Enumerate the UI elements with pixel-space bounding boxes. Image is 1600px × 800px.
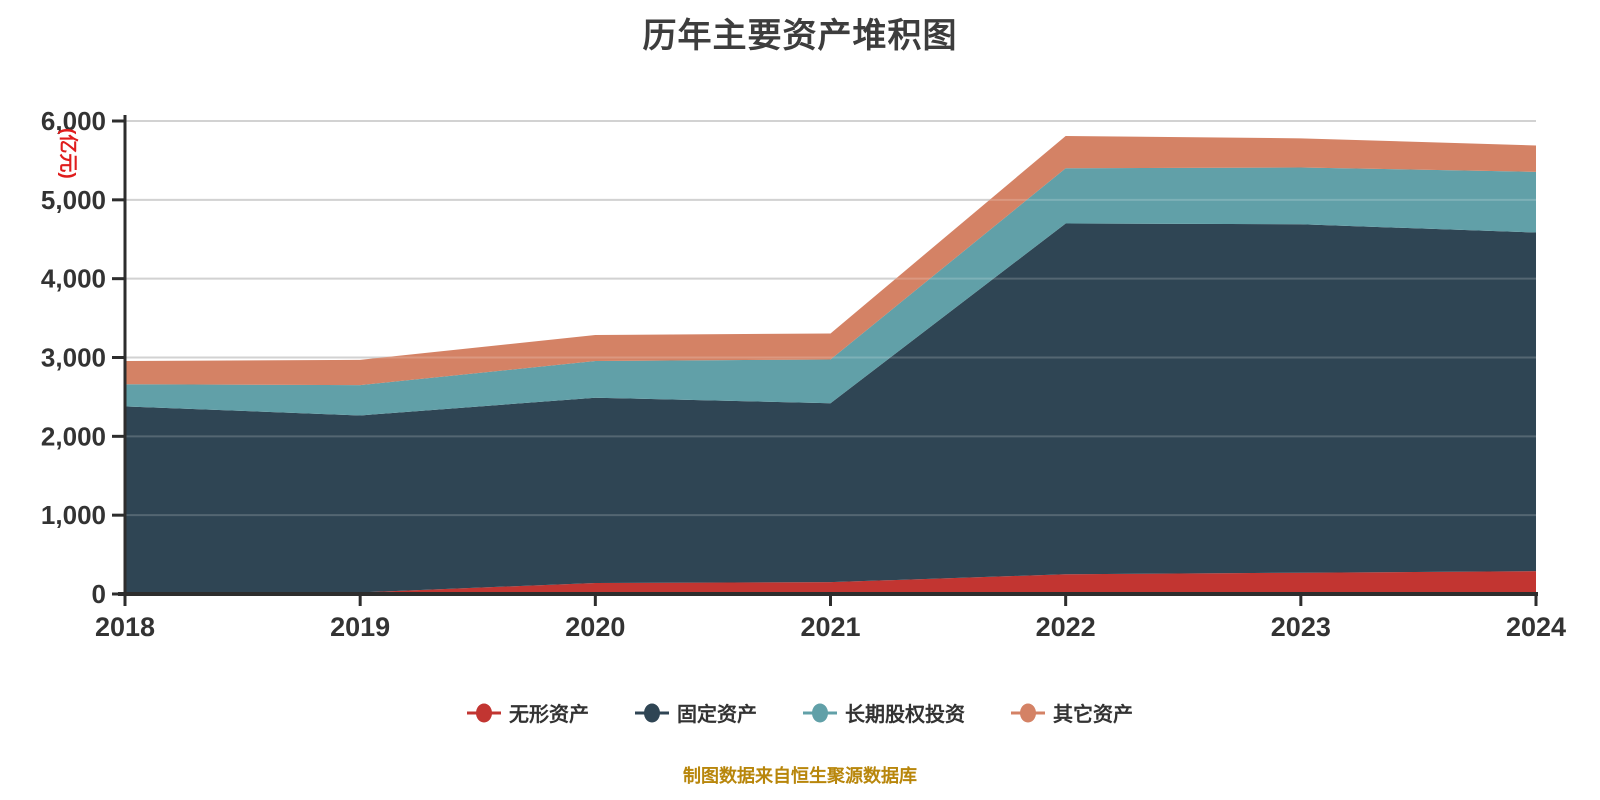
legend-label: 固定资产 [677, 704, 757, 726]
x-axis-tick-label: 2018 [95, 612, 155, 642]
x-axis-tick-label: 2021 [800, 612, 860, 642]
x-axis-tick-label: 2024 [1506, 612, 1566, 642]
area-series-intangible-assets[interactable]: 无形资产 [125, 571, 1536, 594]
line-circle-icon [467, 703, 501, 722]
x-axis-tick-label: 2020 [565, 612, 625, 642]
line-circle-icon [1011, 703, 1045, 722]
area-series-fixed-assets[interactable]: 固定资产 [125, 223, 1536, 594]
y-axis-tick-label: 5,000 [41, 185, 106, 215]
y-axis-tick-label: 3,000 [41, 343, 106, 373]
area-series-other-assets[interactable]: 其它资产 [125, 135, 1536, 386]
line-circle-icon [803, 703, 837, 722]
legend-item-long-term-equity-investment[interactable]: 长期股权投资 [803, 698, 965, 727]
y-axis-tick-label: 1,000 [41, 500, 106, 530]
x-axis-tick-label: 2022 [1036, 612, 1096, 642]
legend-label: 长期股权投资 [845, 704, 965, 726]
y-axis-tick-label: 6,000 [41, 106, 106, 136]
legend-label: 其它资产 [1053, 704, 1133, 726]
legend-label: 无形资产 [509, 704, 589, 726]
y-axis-unit-label: (亿元) [57, 128, 80, 179]
chart-title: 历年主要资产堆积图 [642, 17, 958, 55]
legend-item-intangible-assets[interactable]: 无形资产 [467, 698, 589, 727]
y-axis-tick-label: 4,000 [41, 264, 106, 294]
y-axis-tick-label: 0 [92, 579, 106, 609]
chart-legend: 无形资产 固定资产 长期股权投资 其它资产 [0, 698, 1600, 727]
source-note: 制图数据来自恒生聚源数据库 [683, 766, 917, 786]
y-axis-tick-label: 2,000 [41, 421, 106, 451]
x-axis-tick-label: 2019 [330, 612, 390, 642]
area-series-long-term-equity-investment[interactable]: 长期股权投资 [125, 167, 1536, 416]
x-axis-tick-label: 2023 [1271, 612, 1331, 642]
legend-item-other-assets[interactable]: 其它资产 [1011, 698, 1133, 727]
line-circle-icon [635, 703, 669, 722]
legend-item-fixed-assets[interactable]: 固定资产 [635, 698, 757, 727]
